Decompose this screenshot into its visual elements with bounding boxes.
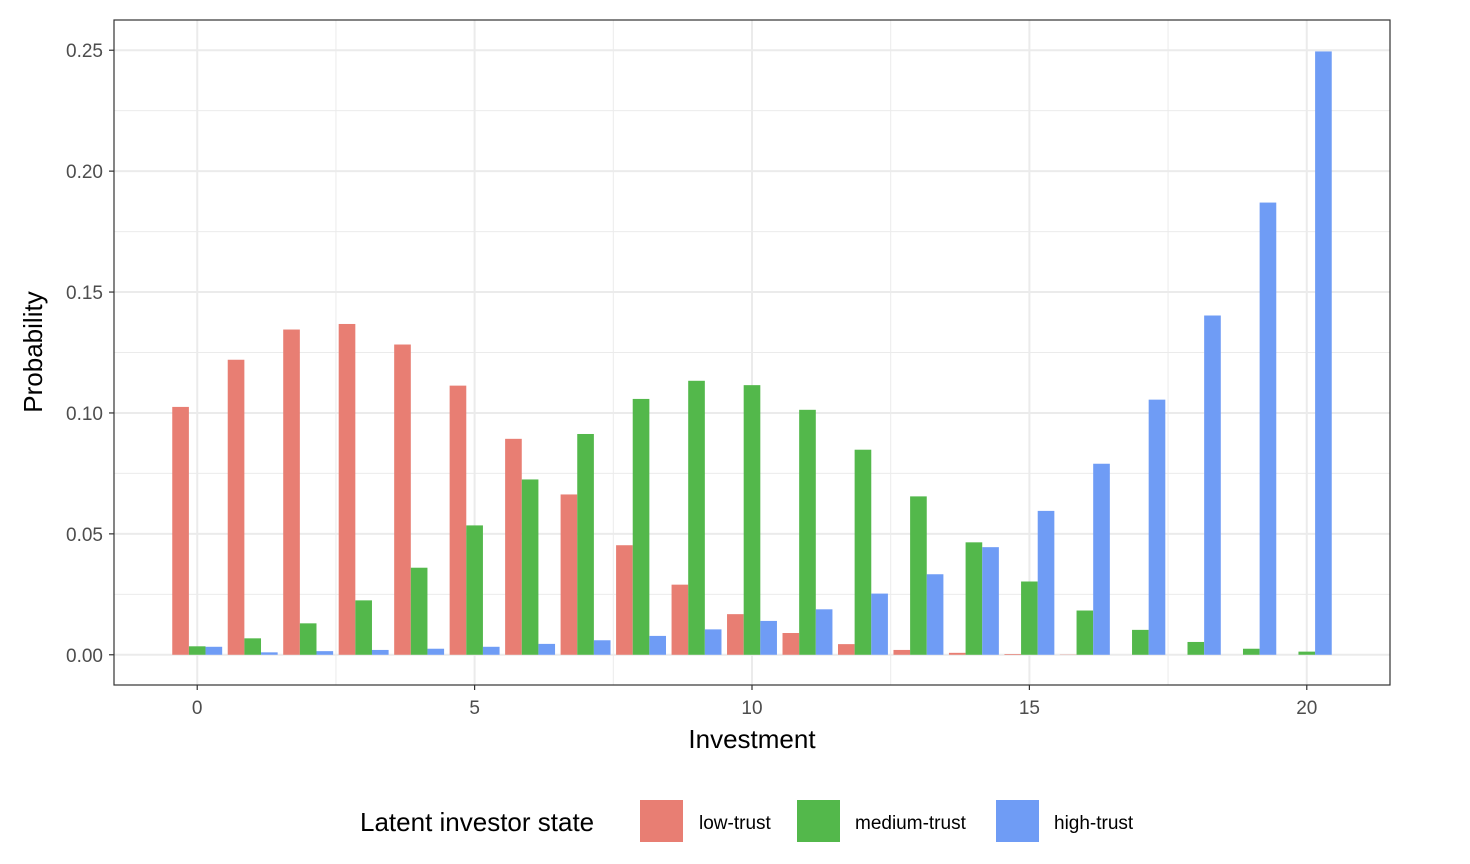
y-axis-title: Probability [18,291,48,412]
bar-high-trust [815,609,833,655]
bar-low-trust [283,329,300,655]
y-tick-label: 0.10 [66,404,103,425]
bar-high-trust [926,574,944,655]
bar-high-trust [1315,51,1332,655]
bar-high-trust [871,593,888,655]
bar-high-trust [704,629,722,655]
x-axis: 0 5 10 15 20 [192,685,1317,719]
bar-high-trust [316,651,334,655]
bar-high-trust [1148,399,1166,655]
y-axis: 0.00 0.05 0.10 0.15 0.20 0.25 [66,41,114,667]
x-tick-label: 0 [192,698,203,719]
legend-title: Latent investor state [360,807,594,837]
bar-medium-trust [466,525,483,655]
legend-label-medium-trust: medium-trust [855,813,967,834]
bar-low-trust [172,406,189,655]
x-tick-label: 20 [1296,698,1317,719]
bar-high-trust [593,640,611,655]
bar-medium-trust [799,409,816,655]
legend-items: low-trust medium-trust high-trust [640,800,1134,842]
y-tick-label: 0.05 [66,525,103,546]
bar-low-trust [948,652,966,655]
x-tick-label: 10 [741,698,762,719]
bar-high-trust [649,635,667,655]
bar-low-trust [394,344,411,655]
bar-medium-trust [1298,651,1316,655]
bar-medium-trust [355,600,372,655]
legend-key-low-trust [640,800,683,842]
bar-low-trust [338,323,356,655]
bar-medium-trust [410,567,428,655]
bars-group [172,51,1332,655]
bar-low-trust [449,385,467,655]
bar-medium-trust [299,623,317,655]
y-tick-label: 0.20 [66,162,103,183]
bar-low-trust [227,359,245,655]
bar-medium-trust [965,542,983,655]
bar-high-trust [1093,463,1110,655]
bar-high-trust [371,649,389,655]
x-tick-label: 5 [469,698,480,719]
bar-high-trust [1037,510,1055,655]
bar-medium-trust [244,638,262,655]
bar-low-trust [560,494,578,655]
bar-low-trust [893,649,911,655]
bar-high-trust [261,652,278,655]
bar-medium-trust [577,433,594,655]
bar-high-trust [205,646,223,655]
bar-high-trust [760,620,777,655]
bar-medium-trust [1242,648,1260,655]
legend-key-medium-trust [797,800,840,842]
x-axis-title: Investment [688,724,816,754]
bar-medium-trust [1021,581,1038,655]
bar-medium-trust [1076,610,1094,655]
bar-low-trust [505,438,522,655]
bar-medium-trust [910,496,927,655]
bar-high-trust [482,646,500,655]
bar-medium-trust [632,398,650,655]
y-tick-label: 0.15 [66,283,103,304]
bar-medium-trust [1187,641,1205,655]
bar-low-trust [782,633,800,655]
bar-medium-trust [521,479,539,655]
bar-medium-trust [1132,629,1149,655]
legend: Latent investor state low-trust medium-tr… [360,800,1134,842]
bar-medium-trust [188,646,206,655]
bar-high-trust [1259,202,1277,655]
bar-high-trust [538,643,556,655]
legend-label-high-trust: high-trust [1054,813,1134,834]
bar-high-trust [1204,315,1221,655]
bar-low-trust [1004,654,1022,655]
bar-low-trust [837,644,855,655]
bar-medium-trust [743,385,761,655]
legend-key-high-trust [996,800,1039,842]
bar-high-trust [427,648,445,655]
bar-high-trust [982,547,999,655]
bar-low-trust [616,545,633,655]
bar-low-trust [671,584,689,655]
y-tick-label: 0.25 [66,41,103,62]
bar-medium-trust [688,380,705,655]
legend-label-low-trust: low-trust [699,813,772,834]
y-tick-label: 0.00 [66,646,103,667]
bar-medium-trust [854,449,872,655]
bar-low-trust [727,614,744,655]
x-tick-label: 15 [1019,698,1040,719]
